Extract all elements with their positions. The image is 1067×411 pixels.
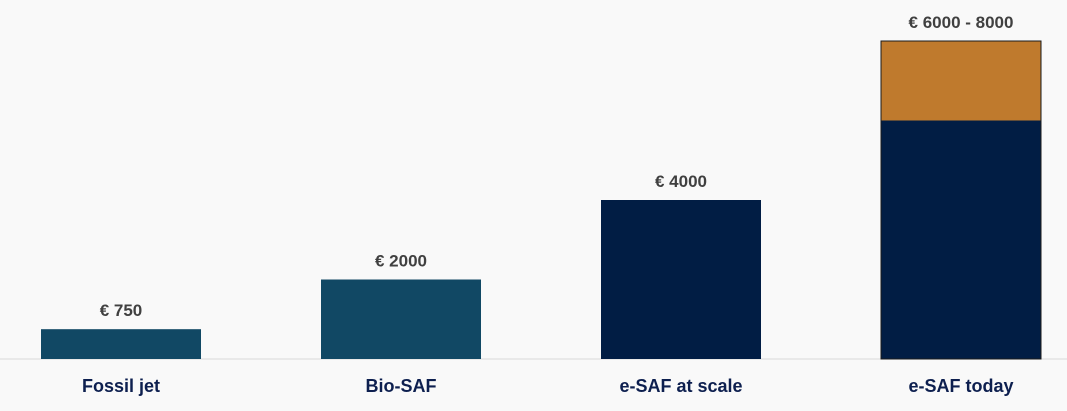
value-label-4: € 6000 - 8000: [909, 13, 1014, 32]
value-label-1: € 750: [100, 301, 143, 320]
bar-base-3: [601, 200, 761, 359]
bar-base-2: [321, 279, 481, 359]
bars-group: [41, 40, 1042, 360]
category-label-3: e-SAF at scale: [619, 376, 742, 396]
category-labels-group: Fossil jet Bio-SAF e-SAF at scale e-SAF tod…: [82, 376, 1014, 396]
category-label-4: e-SAF today: [908, 376, 1013, 396]
value-label-2: € 2000: [375, 252, 427, 271]
category-label-1: Fossil jet: [82, 376, 160, 396]
value-labels-group: € 750 € 2000 € 4000 € 6000 - 8000: [100, 13, 1014, 320]
value-label-3: € 4000: [655, 172, 707, 191]
bar-outline-4: [880, 40, 1042, 360]
bar-base-1: [41, 329, 201, 359]
bar-upper-4: [881, 41, 1041, 121]
bar-base-4: [881, 120, 1041, 359]
category-label-2: Bio-SAF: [366, 376, 437, 396]
